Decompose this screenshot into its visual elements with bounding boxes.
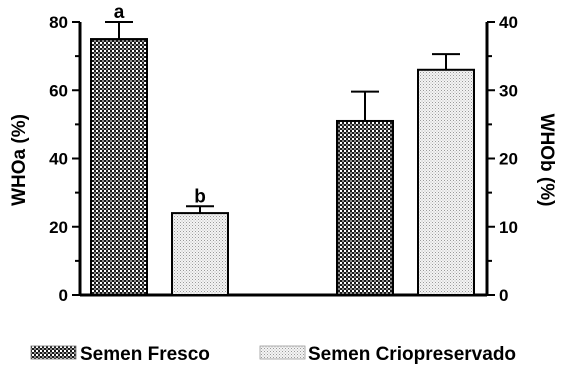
- legend: Semen Fresco Semen Criopreservado: [30, 344, 516, 365]
- right-axis-title: WHOb (%): [536, 114, 557, 207]
- bars-layer: ab: [90, 2, 475, 297]
- bar-crio: [417, 68, 475, 297]
- legend-label-fresco: Semen Fresco: [80, 344, 210, 365]
- bar-crio: [171, 212, 229, 297]
- bar-fresco: [336, 119, 394, 297]
- left-axis-ticks: 0 20 40 60 80: [49, 13, 80, 305]
- left-tick-label: 80: [49, 13, 68, 32]
- significance-label: a: [114, 2, 125, 23]
- left-tick-label: 60: [49, 81, 68, 100]
- legend-swatch-crio: [259, 345, 306, 360]
- left-tick-label: 0: [59, 286, 68, 305]
- left-tick-label: 20: [49, 218, 68, 237]
- legend-label-crio: Semen Criopreservado: [308, 344, 516, 365]
- significance-label: b: [194, 186, 206, 207]
- right-tick-label: 0: [499, 286, 508, 305]
- left-tick-label: 40: [49, 150, 68, 169]
- right-tick-label: 10: [499, 218, 518, 237]
- bar-fresco: [90, 38, 148, 296]
- right-tick-label: 40: [499, 13, 518, 32]
- right-tick-label: 20: [499, 150, 518, 169]
- right-axis-ticks: 0 10 20 30 40: [487, 13, 518, 305]
- right-tick-label: 30: [499, 81, 518, 100]
- legend-swatch-fresco: [30, 345, 77, 360]
- left-axis-title: WHOa (%): [9, 114, 30, 206]
